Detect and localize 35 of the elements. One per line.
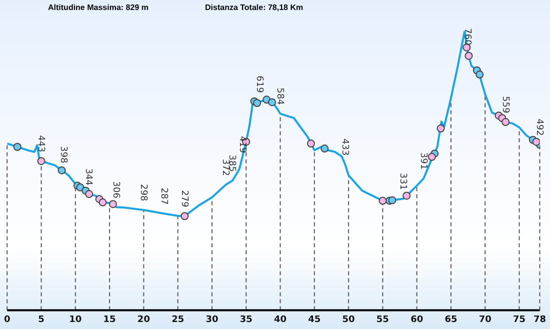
x-tick-label: 60 [410,314,424,325]
annotation: 331 [397,172,408,190]
annotation: 760 [462,28,472,46]
annotation: 419 [236,136,247,154]
x-tick-label: 40 [274,314,287,325]
x-tick-label: 45 [308,314,321,325]
annotation: 398 [58,146,68,164]
x-tick-label: 70 [478,314,492,325]
x-tick-label: 25 [172,314,184,325]
annotation: 344 [83,168,94,186]
annotation: 584 [274,88,284,106]
x-tick-label: 75 [512,314,526,325]
annotation: 492 [534,118,544,136]
annotation: 443 [35,135,46,152]
annotation: 279 [178,190,189,208]
annotation: 391 [418,152,428,170]
x-tick-label: 15 [103,314,116,325]
x-tick-label: 55 [376,314,389,325]
chart-subtitle: Distanza Totale: 78,18 Km [205,3,304,12]
x-tick-label: 5 [38,314,44,325]
x-tick-label: 50 [342,314,355,325]
annotation: 559 [500,96,510,114]
x-tick-label: 65 [444,314,458,325]
annotation: 298 [138,184,148,202]
x-tick-label: 0 [4,314,10,325]
annotation: 306 [110,181,121,199]
x-tick-label: 20 [137,314,150,325]
annotation: 619 [254,76,264,94]
x-tick-label: 78 [533,314,546,325]
chart-title: Altitudine Massima: 829 m [48,3,148,12]
x-tick-label: 35 [240,314,252,325]
annotation: 287 [158,188,168,205]
x-tick-label: 10 [69,314,82,325]
x-tick-label: 30 [206,314,218,325]
annotation: 433 [339,138,350,156]
